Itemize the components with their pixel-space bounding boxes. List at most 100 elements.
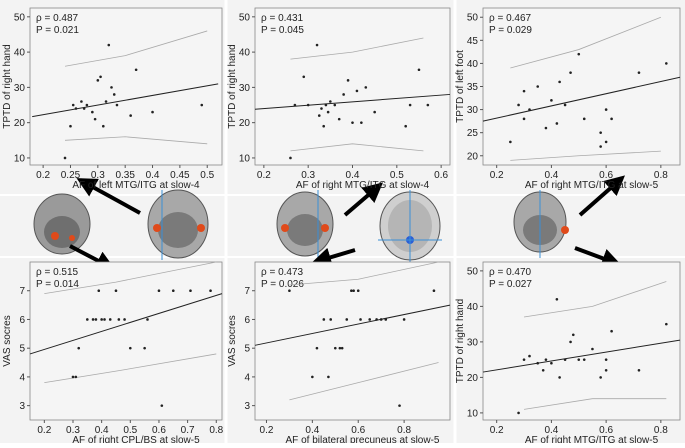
y-tick-label: 6 xyxy=(19,315,25,326)
point xyxy=(346,79,350,82)
confidence-band xyxy=(290,143,424,152)
point xyxy=(86,318,89,321)
point xyxy=(160,404,164,407)
y-tick-label: 10 xyxy=(239,153,251,164)
x-tick-label: 0.35 xyxy=(115,170,135,181)
point xyxy=(582,358,586,361)
point xyxy=(200,103,204,107)
point xyxy=(333,346,337,350)
point xyxy=(85,103,89,107)
point xyxy=(569,71,572,74)
annotation: P = 0.029 xyxy=(489,25,532,36)
y-axis-label: TPTD of right hand xyxy=(227,44,238,128)
point xyxy=(171,289,175,293)
x-axis-label: AF of right MTG/ITG at slow-4 xyxy=(296,180,430,191)
point xyxy=(426,103,430,107)
confidence-band xyxy=(290,37,424,60)
point xyxy=(74,107,78,110)
x-tick-label: 0.2 xyxy=(490,425,504,436)
point xyxy=(337,117,341,121)
x-tick-label: 0.2 xyxy=(490,170,504,181)
point xyxy=(345,318,349,321)
point xyxy=(157,289,161,293)
point xyxy=(317,114,321,117)
point xyxy=(100,318,103,321)
point xyxy=(209,289,212,293)
point xyxy=(350,289,353,293)
x-axis-label: AF of right CPL/BS at slow-5 xyxy=(72,435,200,443)
point xyxy=(398,404,401,407)
x-tick-label: 0.8 xyxy=(654,425,668,436)
point xyxy=(293,103,297,107)
confidence-band xyxy=(44,353,217,384)
y-tick-label: 4 xyxy=(244,372,250,383)
x-tick-label: 0.4 xyxy=(95,425,109,436)
plot-area xyxy=(29,261,223,421)
point xyxy=(302,75,306,79)
point xyxy=(599,376,602,379)
point xyxy=(610,117,613,121)
x-tick-label: 0.45 xyxy=(170,170,190,181)
y-axis-label: VAS socres xyxy=(2,315,13,367)
point xyxy=(582,117,586,121)
point xyxy=(563,103,567,107)
point xyxy=(522,89,526,93)
point xyxy=(71,375,75,379)
point xyxy=(528,108,531,111)
x-tick-label: 0.6 xyxy=(351,425,365,436)
point xyxy=(189,289,192,293)
point xyxy=(536,361,540,365)
x-tick-label: 0.8 xyxy=(397,425,411,436)
point xyxy=(306,103,310,107)
point xyxy=(555,122,559,125)
plot-area xyxy=(482,7,681,166)
y-tick-label: 50 xyxy=(14,12,26,23)
point xyxy=(637,368,641,372)
confidence-band xyxy=(523,281,667,318)
point xyxy=(599,145,602,148)
y-tick-label: 30 xyxy=(467,105,479,116)
annotation: ρ = 0.470 xyxy=(489,267,532,278)
fit-line xyxy=(32,83,219,118)
point xyxy=(536,85,540,88)
point xyxy=(610,329,613,333)
point xyxy=(509,140,512,144)
point xyxy=(91,110,94,114)
y-tick-label: 3 xyxy=(19,401,25,412)
point xyxy=(112,93,116,96)
y-axis-label: VAS socres xyxy=(227,315,238,367)
y-tick-label: 10 xyxy=(14,153,26,164)
point xyxy=(665,62,668,65)
point xyxy=(104,100,108,103)
point xyxy=(333,103,337,107)
x-tick-label: 0.3 xyxy=(91,170,105,181)
confidence-band xyxy=(289,261,439,286)
point xyxy=(604,358,608,361)
y-tick-label: 6 xyxy=(244,315,250,326)
point xyxy=(315,43,319,47)
y-tick-label: 40 xyxy=(14,48,26,59)
y-axis-label: TPTD of right hand xyxy=(2,44,13,128)
x-tick-label: 0.3 xyxy=(66,425,80,436)
point xyxy=(74,375,78,379)
point xyxy=(134,68,138,72)
x-tick-label: 0.4 xyxy=(544,170,558,181)
point xyxy=(550,361,553,365)
x-tick-label: 0.4 xyxy=(305,425,319,436)
point xyxy=(384,318,388,321)
point xyxy=(356,289,360,293)
point xyxy=(375,318,378,321)
x-axis-label: AF of right MTG/ITG at slow-5 xyxy=(525,435,659,443)
point xyxy=(82,107,86,110)
annotation: P = 0.021 xyxy=(36,25,79,36)
point xyxy=(569,340,572,344)
point xyxy=(101,124,105,128)
point xyxy=(604,368,608,372)
point xyxy=(408,103,412,107)
x-axis-label: AF of left MTG/ITG at slow-4 xyxy=(72,180,200,191)
point xyxy=(637,71,641,74)
y-tick-label: 25 xyxy=(467,128,479,139)
point xyxy=(359,318,362,321)
point xyxy=(355,89,359,93)
